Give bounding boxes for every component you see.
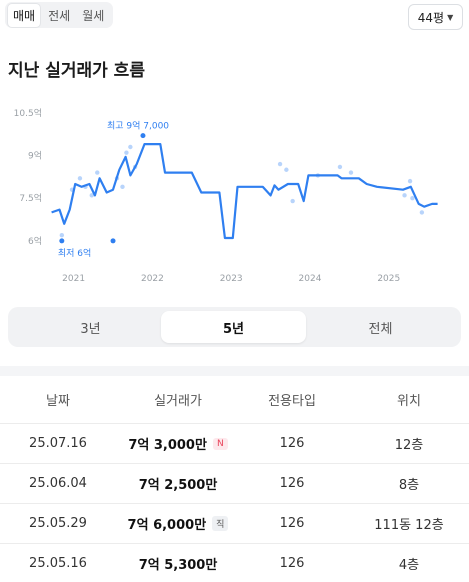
row-price: 7억 3,000만 N [118, 424, 238, 463]
new-badge: N [212, 437, 228, 450]
x-tick-label: 2025 [377, 274, 400, 284]
y-tick-label: 6억 [28, 235, 42, 247]
period-all-button[interactable]: 전체 [368, 321, 393, 337]
row-location: 4층 [398, 558, 420, 573]
scatter-point [89, 193, 94, 198]
price-chart-svg: 10.5억 9억 7.5억 6억 2021 2022 2023 2024 2025 최고 9억 7… [14, 107, 438, 284]
price-value: 7억 5,300만 [138, 558, 218, 573]
row-location: 111동 12층 [374, 518, 444, 533]
deal-type-tabs: 매매 전세 월세 [5, 2, 114, 28]
header-type: 전용타입 [268, 394, 316, 409]
table-row[interactable]: 25.07.16 7억 3,000만 N 126 12층 [0, 424, 469, 464]
series-line [51, 142, 438, 240]
x-tick-label: 2023 [220, 274, 243, 284]
min-point [59, 238, 65, 244]
transaction-table: 날짜 실거래가 전용타입 위치 25.07.16 7억 3,000만 N 126… [0, 376, 469, 582]
x-tick-label: 2022 [141, 274, 164, 284]
direct-deal-badge: 직 [212, 516, 229, 531]
period-toggle: 3년 5년 전체 [8, 307, 461, 347]
y-tick-label: 10.5억 [14, 107, 42, 119]
min-point [110, 238, 116, 244]
scatter-point [95, 170, 100, 175]
scatter-point [348, 170, 354, 175]
header-location: 위치 [397, 394, 421, 409]
table-row[interactable]: 25.05.16 7억 5,300만 126 4층 [0, 544, 469, 582]
y-tick-label: 7.5억 [19, 192, 42, 204]
scatter-point [128, 144, 133, 150]
scatter-point [407, 178, 413, 184]
scatter-point [120, 184, 125, 190]
row-type: 126 [279, 556, 305, 571]
header-date: 날짜 [46, 394, 70, 409]
row-price: 7억 6,000만 직 [118, 504, 238, 543]
period-3y-button[interactable]: 3년 [80, 321, 101, 337]
row-date: 25.05.29 [29, 516, 87, 531]
x-tick-label: 2021 [62, 274, 85, 284]
scatter-point [402, 193, 407, 198]
row-price: 7억 5,300만 [118, 544, 238, 582]
row-location: 8층 [398, 478, 420, 493]
x-tick-label: 2024 [299, 274, 322, 284]
price-value: 7억 3,000만 [128, 438, 207, 453]
price-value: 7억 2,500만 [138, 478, 218, 493]
chevron-down-icon: ▼ [447, 12, 454, 22]
price-value: 7억 6,000만 [127, 518, 207, 533]
table-header: 날짜 실거래가 전용타입 위치 [0, 376, 469, 424]
header-price: 실거래가 [154, 394, 202, 409]
price-chart: 10.5억 9억 7.5억 6억 2021 2022 2023 2024 2025 최고 9억 7… [0, 96, 469, 286]
row-date: 25.07.16 [29, 436, 87, 451]
scatter-point [284, 167, 289, 172]
scatter-point [77, 176, 83, 181]
scatter-point [59, 232, 65, 238]
table-row[interactable]: 25.06.04 7억 2,500만 126 8층 [0, 464, 469, 504]
section-divider [0, 366, 469, 376]
row-price: 7억 2,500만 [118, 464, 238, 503]
row-date: 25.05.16 [29, 556, 87, 571]
row-type: 126 [279, 516, 305, 531]
row-type: 126 [279, 436, 305, 451]
max-annotation: 최고 9억 7,000 [107, 120, 169, 132]
row-location: 12층 [394, 438, 424, 453]
table-row[interactable]: 25.05.29 7억 6,000만 직 126 111동 12층 [0, 504, 469, 544]
tab-sale[interactable]: 매매 [7, 2, 42, 28]
size-select[interactable]: 44평 ▼ [408, 4, 463, 30]
top-bar: 매매 전세 월세 44평 ▼ [0, 0, 469, 36]
min-annotation: 최저 6억 [58, 247, 91, 259]
section-title: 지난 실거래가 흐름 [8, 61, 145, 81]
period-5y-button[interactable]: 5년 [161, 311, 306, 343]
row-date: 25.06.04 [29, 476, 87, 491]
size-select-value: 44평 [417, 10, 445, 25]
max-point [140, 133, 146, 139]
row-type: 126 [279, 476, 305, 491]
scatter-point [277, 161, 283, 167]
tab-monthly-rent[interactable]: 월세 [82, 8, 105, 23]
scatter-point [410, 196, 415, 201]
scatter-point [290, 198, 295, 204]
scatter-point [337, 164, 343, 170]
scatter-point [124, 150, 129, 155]
scatter-point [419, 210, 425, 215]
tab-jeonse[interactable]: 전세 [48, 8, 71, 23]
y-tick-label: 9억 [28, 150, 42, 162]
